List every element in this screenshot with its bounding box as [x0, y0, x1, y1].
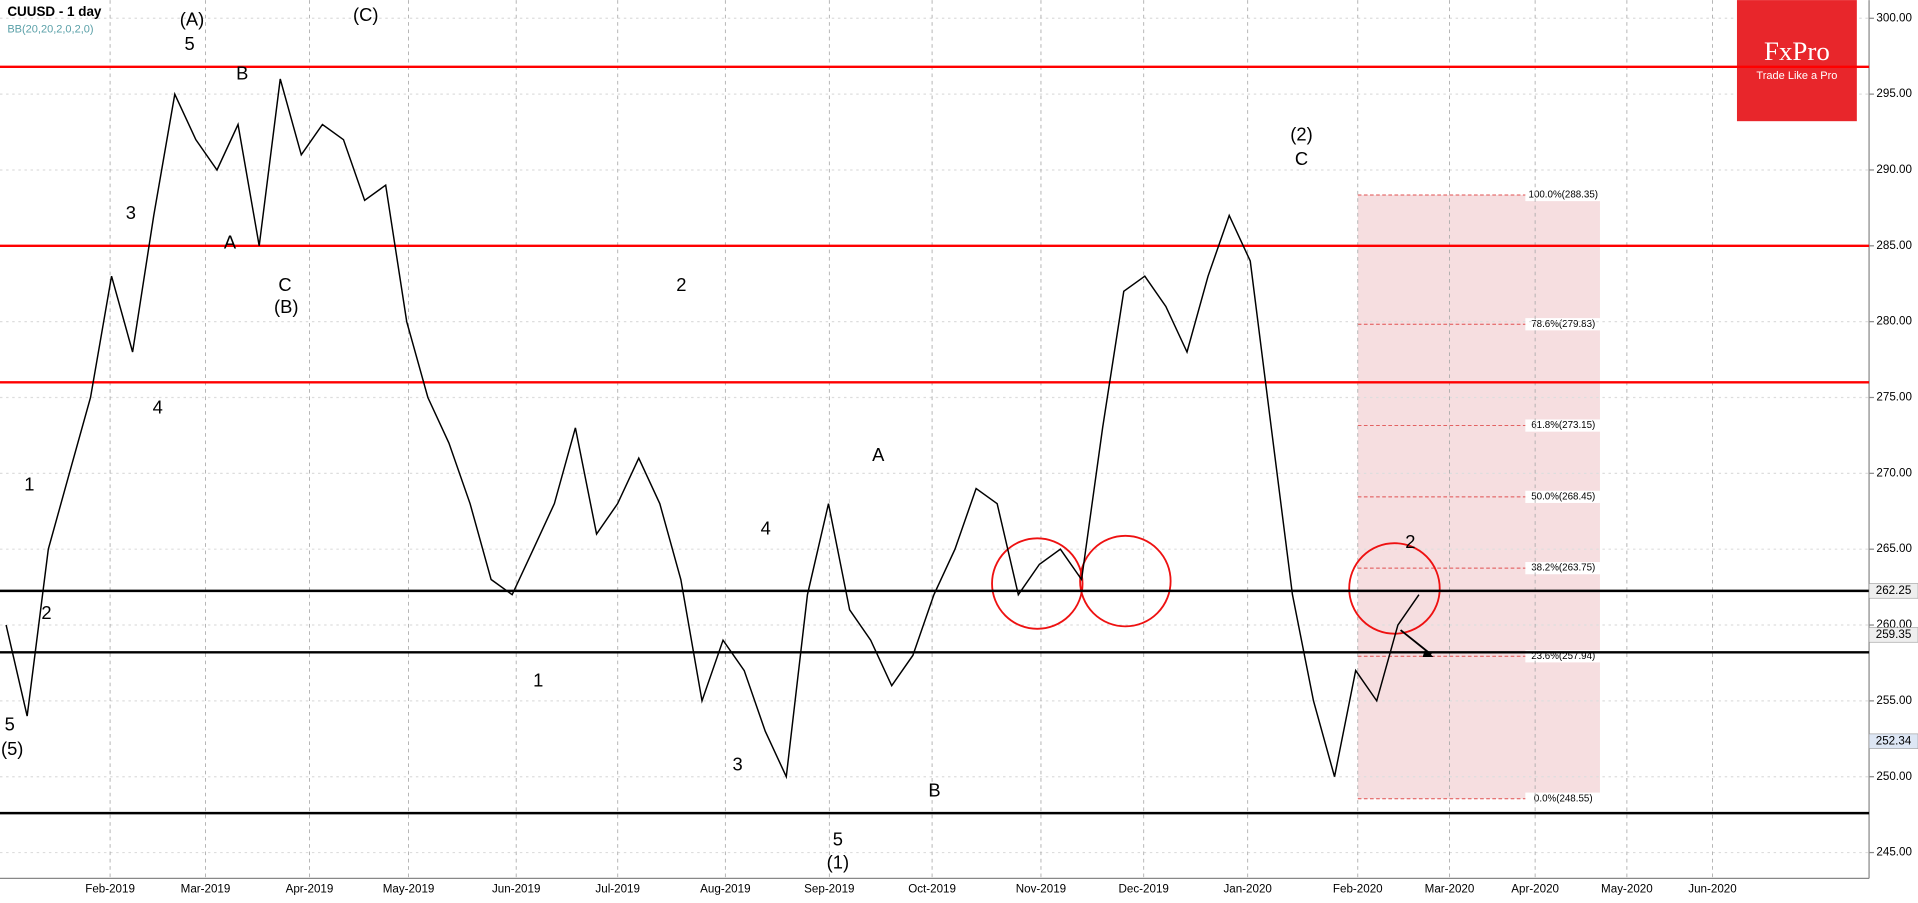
- x-tick-label: Jan-2020: [1223, 882, 1271, 895]
- highlight-circle: [991, 537, 1084, 630]
- x-tick-label: May-2020: [1601, 882, 1653, 895]
- highlight-circle: [1348, 542, 1441, 635]
- x-tick-label: Apr-2019: [286, 882, 334, 895]
- wave-label: A: [872, 444, 885, 465]
- wave-label: (C): [353, 4, 378, 25]
- wave-label: B: [928, 779, 940, 800]
- y-tick-label: 275.00: [1876, 391, 1912, 404]
- y-tick-label: 250.00: [1876, 770, 1912, 783]
- y-tick-label: 245.00: [1876, 846, 1912, 859]
- y-tick-label: 270.00: [1876, 466, 1912, 479]
- fib-label-box: [1525, 792, 1602, 805]
- fib-label: 100.0%(288.35): [1529, 190, 1599, 201]
- logo-tagline: Trade Like a Pro: [1756, 70, 1837, 82]
- wave-label: C: [278, 274, 291, 295]
- wave-label: C: [1295, 148, 1308, 169]
- x-tick-label: Apr-2020: [1511, 882, 1559, 895]
- fib-label: 0.0%(248.55): [1534, 793, 1593, 804]
- wave-label: 2: [1405, 531, 1415, 552]
- arrow: [1400, 629, 1432, 656]
- x-tick-label: Dec-2019: [1119, 882, 1169, 895]
- price-tag-label: 259.35: [1876, 628, 1912, 641]
- y-tick-label: 285.00: [1876, 239, 1912, 252]
- x-tick-label: Feb-2019: [85, 882, 135, 895]
- wave-label: 1: [533, 669, 543, 690]
- price-tag-label: 252.34: [1876, 734, 1912, 747]
- wave-label: (5): [1, 738, 23, 759]
- x-tick-label: Oct-2019: [908, 882, 956, 895]
- wave-label: 5: [5, 713, 15, 734]
- y-tick-label: 295.00: [1876, 87, 1912, 100]
- indicator-label: BB(20,20,2,0,2,0): [7, 23, 93, 35]
- fib-label-box: [1525, 188, 1602, 202]
- wave-label: 3: [126, 202, 136, 223]
- price-tag-label: 262.25: [1876, 584, 1912, 597]
- logo: [1736, 0, 1857, 122]
- fib-label: 61.8%(273.15): [1531, 420, 1595, 431]
- price-tag: [1868, 627, 1918, 643]
- x-tick-label: Mar-2019: [181, 882, 231, 895]
- fib-label-box: [1525, 318, 1602, 331]
- wave-label: 2: [676, 274, 686, 295]
- wave-label: (1): [827, 852, 849, 873]
- wave-label: 5: [184, 33, 194, 54]
- price-line: [5, 78, 1420, 780]
- fib-label: 78.6%(279.83): [1531, 319, 1595, 330]
- wave-label: (2): [1290, 124, 1312, 145]
- fib-label: 50.0%(268.45): [1531, 491, 1595, 502]
- chart-title: CUUSD - 1 day: [7, 4, 102, 19]
- highlight-circle: [1079, 534, 1172, 628]
- wave-label: 4: [761, 518, 771, 539]
- wave-label: (B): [274, 296, 298, 317]
- fib-label-box: [1525, 490, 1602, 503]
- y-tick-label: 255.00: [1876, 694, 1912, 707]
- price-tag: [1868, 583, 1918, 599]
- y-tick-label: 280.00: [1876, 315, 1912, 328]
- x-tick-label: Feb-2020: [1333, 882, 1383, 895]
- x-tick-label: Jul-2019: [595, 882, 640, 895]
- wave-label: 3: [732, 754, 742, 775]
- y-tick-label: 300.00: [1876, 11, 1912, 24]
- x-tick-label: Sep-2019: [804, 882, 854, 895]
- wave-label: A: [224, 231, 237, 252]
- y-tick-label: 265.00: [1876, 542, 1912, 555]
- x-tick-label: Nov-2019: [1016, 882, 1066, 895]
- x-tick-label: Mar-2020: [1425, 882, 1475, 895]
- wave-label: B: [236, 63, 248, 84]
- x-tick-label: Aug-2019: [700, 882, 750, 895]
- fib-label-box: [1525, 419, 1602, 432]
- logo-brand: FxPro: [1764, 36, 1830, 66]
- price-tag: [1868, 733, 1918, 749]
- x-tick-label: Jun-2020: [1688, 882, 1736, 895]
- fib-label: 38.2%(263.75): [1531, 563, 1595, 574]
- wave-label: 2: [41, 602, 51, 623]
- x-tick-label: May-2019: [383, 882, 435, 895]
- wave-label: 1: [24, 474, 34, 495]
- y-tick-label: 290.00: [1876, 163, 1912, 176]
- wave-label: (A): [180, 9, 204, 30]
- x-tick-label: Jun-2019: [492, 882, 540, 895]
- fib-label: 23.6%(257.94): [1531, 651, 1595, 662]
- fib-label-box: [1525, 562, 1602, 575]
- wave-label: 4: [153, 396, 163, 417]
- wave-label: 5: [833, 828, 843, 849]
- background-layer: 100.0%(288.35) 78.6%(279.83) 61.8%(273.15)…: [0, 0, 1870, 879]
